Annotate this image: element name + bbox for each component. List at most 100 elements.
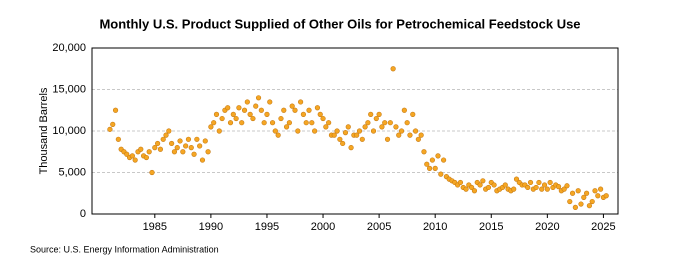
data-point [404,120,410,126]
data-point [393,124,399,130]
data-point [469,184,475,191]
data-point [345,124,351,130]
data-point [572,204,578,210]
data-point [169,140,175,147]
data-point [407,132,413,138]
data-point [555,184,562,190]
data-point [317,111,323,117]
data-point [250,115,256,122]
data-point [241,107,248,113]
data-point [511,186,517,192]
data-point [194,136,200,142]
data-point [253,103,259,109]
data-point [188,145,194,151]
data-point [415,136,421,142]
data-point [146,149,152,155]
data-point [424,161,430,167]
data-point [191,151,197,157]
data-point [337,136,343,142]
data-point [309,120,315,126]
data-point [410,111,416,117]
data-point [295,128,301,134]
data-point [398,128,405,134]
data-point [326,120,332,126]
x-tick-label: 2000 [311,221,335,233]
data-point [533,184,539,191]
y-tick-label: 5,000 [58,166,86,178]
x-tick-label: 1985 [143,221,167,233]
data-point [306,107,312,113]
data-point [272,128,278,134]
data-point [480,178,486,184]
data-point [289,103,295,109]
y-axis-label: Thousand Barrels [38,87,50,174]
data-point [547,179,553,186]
data-point [132,157,138,163]
data-point [598,186,604,192]
data-point [143,154,149,161]
data-point [544,186,550,192]
data-point [314,105,321,111]
data-point [303,120,309,126]
data-point [205,149,211,155]
data-point [202,138,208,144]
data-point [348,145,354,151]
source-note: Source: U.S. Energy Information Administ… [30,244,219,254]
data-point [382,120,388,126]
x-tick-label: 2025 [591,221,615,233]
y-tick-label: 20,000 [52,42,86,54]
data-point [199,157,206,163]
data-point [477,182,483,188]
data-point [370,128,377,134]
data-point [578,201,584,207]
data-point [426,165,433,171]
data-point [149,169,155,176]
data-point [354,132,360,138]
data-point [359,136,365,142]
data-point [320,115,326,122]
data-point [418,132,424,138]
data-point [373,115,379,122]
data-point [275,132,281,138]
data-point [286,120,292,126]
data-point [239,120,245,126]
data-point [334,128,340,134]
data-point [183,143,189,149]
data-point [323,124,329,130]
data-point [589,198,595,205]
data-point [463,186,469,192]
data-point [152,145,158,151]
data-point [581,194,587,200]
x-tick-label: 2010 [423,221,447,233]
data-point [513,176,520,182]
data-point [586,203,593,209]
x-tick-label: 1995 [255,221,279,233]
data-point [390,66,396,72]
data-point [564,183,570,189]
data-point [227,120,234,126]
data-point [267,99,273,105]
data-point [595,193,601,199]
data-point [362,124,368,130]
data-point [225,105,231,111]
x-tick-label: 1990 [199,221,223,233]
data-point [342,130,349,136]
data-point [115,136,121,142]
data-point [219,115,225,122]
data-point [536,179,542,186]
data-point [112,107,119,113]
data-point [213,111,220,117]
data-point [261,120,267,126]
data-point [292,107,298,113]
data-point [244,99,250,105]
data-point [412,128,419,134]
data-point [233,115,239,122]
data-point [539,186,545,192]
data-point [157,146,164,152]
data-point [485,184,492,191]
data-point [155,140,161,147]
data-point [396,132,402,138]
data-point [110,121,116,127]
data-point [174,145,180,151]
